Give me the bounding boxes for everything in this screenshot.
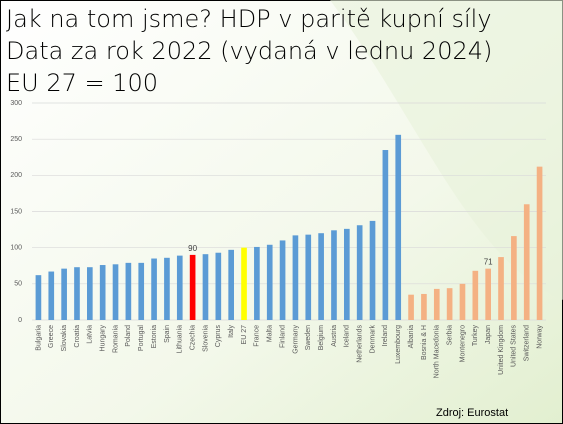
y-tick-label: 50 [14,281,22,288]
y-tick-label: 300 [10,100,22,107]
bar [86,267,93,320]
bar [523,204,530,320]
bar [498,257,504,320]
x-tick-label: Portugal [138,325,145,352]
x-tick-label: Bosnia & H [421,325,428,360]
x-tick-label: Finland [279,325,286,348]
bar [112,264,119,320]
bar [151,258,157,320]
bar [254,246,260,320]
x-tick-label: United States [511,325,518,368]
bar [446,288,453,320]
decoration [330,0,563,300]
y-tick-label: 200 [10,172,22,179]
bar [266,244,273,320]
x-tick-label: Japan [485,325,492,344]
bar [279,240,286,320]
x-tick-label: Sweden [305,325,312,350]
source: Zdroj: Eurostat [436,407,508,419]
x-tick-label: Austria [331,325,338,347]
x-tick-label: Iceland [344,325,351,348]
x-tick-label: Slovakia [61,325,68,352]
x-tick-label: Luxembourg [395,325,402,364]
x-tick-label: Cyprus [215,325,222,348]
x-tick-label: Switzerland [524,325,531,361]
bar [202,254,209,320]
x-tick-label: Romania [112,325,119,353]
bar [395,134,402,320]
bar [382,150,389,320]
bar [421,293,427,320]
bar [331,230,337,320]
x-tick-label: Czechia [189,325,196,350]
x-tick-label: Ireland [382,325,389,347]
x-tick-label: Hungary [100,325,107,352]
x-tick-label: EU 27 [241,325,248,345]
bar [408,294,414,320]
x-tick-label: Montenegro [459,325,466,362]
title-line: Jak na tom jsme? HDP v paritě kupní síly [6,5,492,33]
x-tick-label: Germany [292,325,299,354]
x-tick-label: Serbia [446,325,453,345]
x-tick-label: France [254,325,261,347]
x-tick-label: Lithuania [177,325,184,354]
bar [459,283,466,320]
bar [164,257,170,320]
bar [61,268,67,320]
bar [48,271,55,320]
bar [343,228,350,320]
bar [472,270,479,320]
x-tick-label: Norway [536,325,543,349]
bar [292,235,299,320]
title-line: Data za rok 2022 (vydaná v lednu 2024) [6,37,492,65]
x-tick-label: Latvia [87,325,94,344]
bar [125,262,132,320]
value-label: 71 [484,258,493,267]
y-tick-label: 150 [10,208,22,215]
x-tick-label: United Kingdom [498,325,505,375]
x-tick-label: Netherlands [357,325,364,363]
x-tick-label: Bulgaria [35,325,42,351]
x-tick-label: Turkey [472,325,479,347]
bar [189,254,196,320]
bar [99,265,106,320]
value-label: 90 [188,244,197,253]
bar [241,247,247,320]
bar [228,249,235,320]
bar [369,220,376,320]
x-tick-label: Albania [408,325,415,348]
x-tick-label: Malta [267,325,274,342]
bar [138,262,145,320]
x-tick-label: Denmark [369,325,376,354]
bar [433,288,440,320]
x-tick-label: Spain [164,325,171,343]
bar [536,166,543,320]
title-line: EU 27 = 100 [6,69,158,97]
x-tick-label: Italy [228,325,235,338]
bar [215,252,222,320]
x-tick-label: Slovenia [202,325,209,352]
y-tick-label: 100 [10,245,22,252]
bar [35,275,42,320]
bar [511,236,517,320]
bar [485,268,492,320]
x-tick-label: North Macedonia [434,325,441,378]
y-tick-label: 0 [18,317,22,324]
bar [74,267,80,320]
x-tick-label: Belgium [318,325,325,350]
bar [356,225,363,320]
bar [305,234,312,320]
x-tick-label: Estonia [151,325,158,348]
y-tick-label: 250 [10,136,22,143]
x-tick-label: Poland [125,325,132,347]
x-tick-label: Greece [48,325,55,348]
bar [176,255,183,320]
bar [318,233,324,320]
x-tick-label: Croatia [74,325,81,348]
